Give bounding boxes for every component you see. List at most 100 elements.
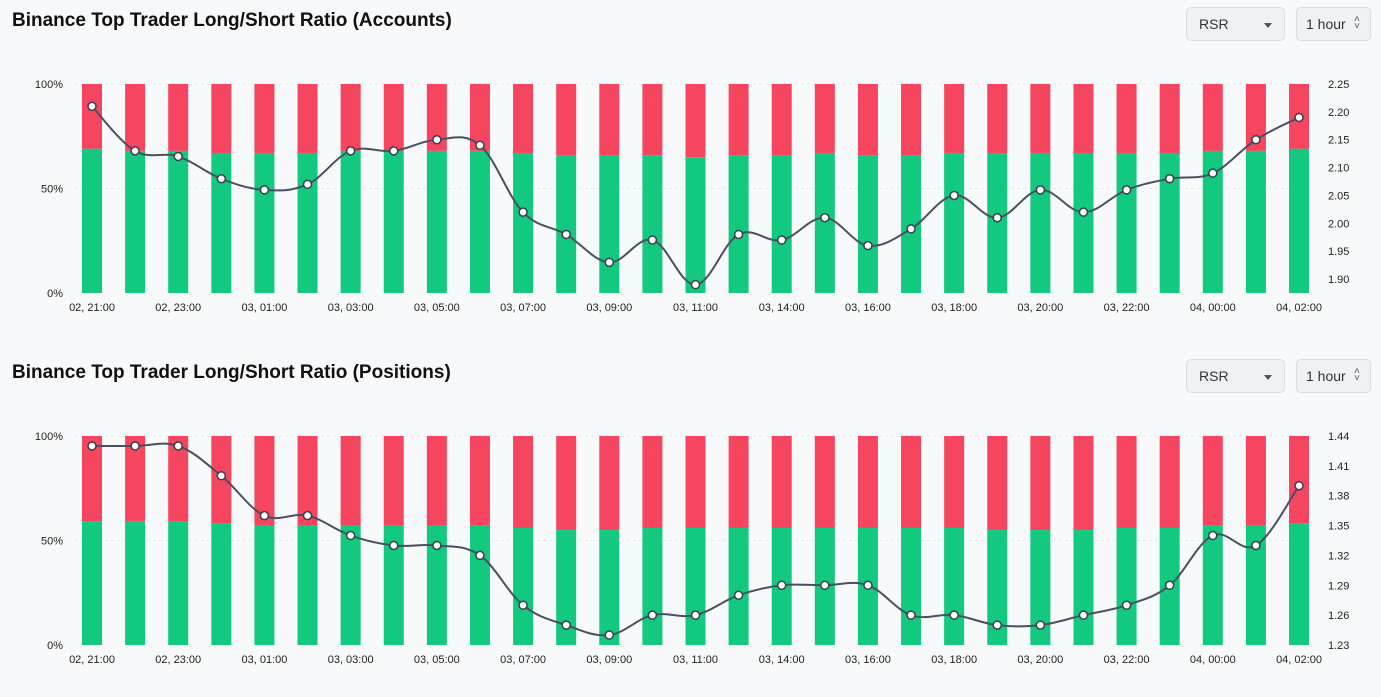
ratio-point: [733, 229, 744, 240]
long-bar: [728, 155, 749, 293]
right-axis-tick-label: 1.38: [1328, 491, 1349, 503]
ratio-point: [863, 580, 873, 591]
ratio-point: [1121, 185, 1132, 195]
short-bar: [685, 84, 706, 158]
ratio-point: [302, 510, 313, 521]
positions-interval-value: 1 hour: [1306, 368, 1346, 384]
ratio-point: [87, 101, 97, 112]
accounts-metric-select[interactable]: RSR: [1186, 7, 1285, 41]
x-axis-tick-label: 03, 09:00: [586, 302, 632, 314]
short-bar: [1073, 436, 1094, 531]
right-axis-tick-label: 1.90: [1328, 274, 1349, 286]
accounts-interval-select[interactable]: 1 hour ˄ ˅: [1296, 7, 1371, 41]
left-axis-tick-label: 100%: [35, 79, 63, 91]
ratio-point: [1251, 540, 1261, 551]
ratio-point: [216, 471, 227, 481]
short-bar: [642, 84, 663, 156]
ratio-point: [1251, 134, 1261, 145]
x-axis-tick-label: 03, 20:00: [1017, 302, 1063, 314]
positions-chart: 100% 50% 0% 1.44 1.41 1.38 1.35 1.32 1.29 1.26 1.2…: [35, 431, 1350, 666]
long-bar: [125, 150, 146, 293]
short-bar: [1073, 84, 1094, 153]
long-bar: [82, 521, 102, 645]
long-bar: [469, 150, 490, 293]
short-bar: [1159, 84, 1180, 153]
ratio-point: [259, 510, 270, 521]
left-axis-tick-label: 50%: [41, 536, 63, 548]
short-bar: [1116, 84, 1137, 153]
x-axis-tick-label: 03, 01:00: [241, 654, 287, 666]
short-bar: [556, 436, 577, 531]
updown-chevron-icon: ˄ ˅: [1354, 14, 1360, 32]
long-bar: [297, 152, 318, 293]
ratio-point: [647, 235, 658, 245]
x-axis-tick-label: 03, 05:00: [414, 302, 460, 314]
long-bar: [513, 527, 534, 645]
ratio-point: [432, 134, 442, 145]
ratio-point: [733, 590, 744, 600]
short-bar: [168, 436, 189, 522]
short-bar: [383, 436, 404, 526]
x-axis-tick-label: 03, 16:00: [845, 302, 891, 314]
positions-interval-select[interactable]: 1 hour ˄ ˅: [1296, 359, 1371, 393]
ratio-point: [949, 190, 959, 201]
ratio-point: [1208, 530, 1218, 541]
ratio-point: [1208, 168, 1218, 178]
ratio-point: [130, 146, 140, 156]
short-bar: [728, 436, 749, 528]
long-bar: [297, 525, 318, 645]
long-bar: [211, 523, 232, 645]
ratio-point: [518, 600, 528, 610]
long-bar: [987, 152, 1008, 293]
x-axis-tick-label: 03, 16:00: [845, 654, 891, 666]
ratio-point: [259, 185, 270, 195]
x-axis-tick-label: 04, 00:00: [1190, 302, 1236, 314]
ratio-point: [561, 620, 571, 630]
positions-metric-select[interactable]: RSR: [1186, 359, 1285, 393]
long-bar: [1202, 150, 1223, 293]
long-bar: [857, 155, 878, 293]
x-axis-tick-label: 03, 18:00: [931, 302, 977, 314]
accounts-chart-title: Binance Top Trader Long/Short Ratio (Acc…: [12, 10, 452, 31]
long-bar: [1116, 527, 1137, 645]
short-bar: [1202, 436, 1223, 526]
x-axis-tick-label: 02, 21:00: [69, 654, 115, 666]
ratio-point: [345, 146, 356, 156]
ratio-point: [776, 580, 787, 591]
short-bar: [426, 436, 447, 526]
long-bar: [1289, 523, 1309, 645]
long-bar: [1073, 152, 1094, 293]
short-bar: [1245, 436, 1266, 526]
accounts-chart-panel: 100% 50% 0% 2.25 2.20 2.15 2.10 2.05 2.00 1.95 1.9…: [0, 0, 1381, 345]
ratio-point: [432, 540, 442, 551]
ratio-point: [690, 279, 701, 290]
long-bar: [383, 525, 404, 645]
right-axis-tick-label: 1.95: [1328, 246, 1349, 258]
ratio-point: [906, 610, 916, 620]
x-axis-tick-label: 03, 03:00: [328, 302, 374, 314]
long-bar: [728, 527, 749, 645]
long-bar: [814, 152, 835, 293]
ratio-point: [389, 540, 399, 551]
x-axis-tick-label: 03, 01:00: [241, 302, 287, 314]
short-bar: [901, 84, 922, 156]
long-bar: [642, 527, 663, 645]
ratio-point: [820, 580, 830, 591]
long-bar: [1245, 525, 1266, 645]
long-bar: [642, 155, 663, 293]
positions-chart-title: Binance Top Trader Long/Short Ratio (Pos…: [12, 362, 451, 383]
ratio-point: [389, 146, 399, 156]
short-bar: [469, 84, 490, 151]
long-bar: [1289, 148, 1309, 293]
left-axis-tick-label: 0%: [47, 640, 63, 652]
short-bar: [771, 436, 792, 528]
short-bar: [125, 436, 146, 522]
short-bar: [1159, 436, 1180, 528]
ratio-point: [518, 207, 528, 217]
short-bar: [125, 84, 146, 151]
right-axis-tick-label: 1.23: [1328, 640, 1349, 652]
ratio-point: [130, 441, 140, 451]
long-bar: [599, 155, 620, 293]
long-bar: [1030, 152, 1051, 293]
ratio-point: [1294, 481, 1304, 491]
